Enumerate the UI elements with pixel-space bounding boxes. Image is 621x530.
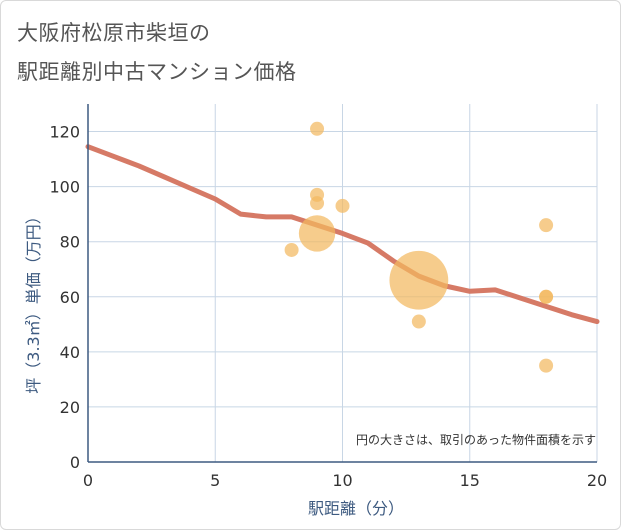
data-point bbox=[411, 314, 426, 329]
data-point bbox=[539, 289, 554, 304]
size-note: 円の大きさは、取引のあった物件面積を示す bbox=[356, 432, 596, 447]
y-tick-label: 80 bbox=[60, 233, 80, 252]
trend-line bbox=[85, 144, 600, 325]
y-axis-title: 坪（3.3㎡）単価（万円） bbox=[24, 208, 43, 393]
x-tick-label: 10 bbox=[332, 471, 352, 490]
data-point bbox=[284, 242, 299, 257]
data-point bbox=[298, 215, 336, 252]
points-layer bbox=[284, 121, 554, 373]
y-tick-label: 0 bbox=[70, 453, 80, 472]
y-tick-label: 20 bbox=[60, 398, 80, 417]
grid-lines bbox=[87, 104, 598, 463]
y-tick-label: 120 bbox=[49, 123, 80, 142]
x-tick-label: 5 bbox=[210, 471, 220, 490]
chart-title-line2: 駅距離別中古マンション価格 bbox=[17, 60, 297, 84]
data-point bbox=[539, 358, 554, 373]
data-point bbox=[335, 198, 350, 213]
chart-title-line1: 大阪府松原市柴垣の bbox=[17, 21, 211, 45]
trend-layer bbox=[85, 144, 600, 325]
data-point bbox=[310, 121, 325, 136]
y-tick-label: 60 bbox=[60, 288, 80, 307]
data-point bbox=[310, 196, 325, 211]
data-point bbox=[539, 218, 554, 233]
x-tick-label: 0 bbox=[83, 471, 93, 490]
y-tick-label: 40 bbox=[60, 343, 80, 362]
y-tick-label: 100 bbox=[49, 178, 80, 197]
axis-layer: 0 20 40 60 80 100 120 0 5 10 15 20 bbox=[49, 104, 607, 490]
x-axis-title: 駅距離（分） bbox=[308, 499, 404, 518]
data-point bbox=[389, 250, 449, 310]
x-tick-label: 20 bbox=[587, 471, 607, 490]
x-tick-label: 15 bbox=[460, 471, 480, 490]
